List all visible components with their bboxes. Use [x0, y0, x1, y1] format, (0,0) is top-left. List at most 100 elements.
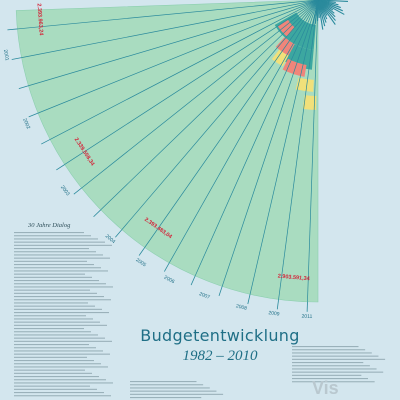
bottom-text-line — [130, 390, 217, 392]
budget-spoke — [100, 0, 319, 211]
chart-subtitle: 1982 – 2010 — [182, 348, 258, 364]
budget-spoke — [194, 0, 319, 277]
year-label: 2001 — [2, 49, 10, 61]
intro-text-line — [14, 376, 99, 378]
band-yellow-3 — [302, 95, 317, 110]
intro-text-line — [14, 344, 89, 346]
intro-text-line — [14, 257, 110, 259]
budget-spoke — [278, 0, 319, 300]
spoke-tick — [190, 275, 196, 286]
intro-text-line — [14, 254, 103, 256]
right-text-line — [292, 362, 364, 364]
right-text-line — [292, 371, 384, 373]
year-label: 2008 — [235, 303, 247, 312]
spoke-tick — [164, 262, 170, 272]
watermark: Vis — [312, 378, 339, 398]
intro-text-line — [14, 356, 87, 358]
band-red-3 — [282, 58, 307, 77]
intro-text-line — [14, 360, 94, 362]
intro-text-line — [14, 392, 104, 394]
intro-text-line — [14, 318, 93, 320]
intro-text-line — [14, 260, 87, 262]
intro-text-line — [14, 331, 91, 333]
spoke-tick — [138, 247, 146, 256]
budget-spoke — [221, 0, 319, 287]
intro-text-line — [14, 308, 102, 310]
bottom-text-line — [130, 397, 202, 399]
year-label: 2011 — [301, 314, 312, 320]
spoke-tick — [11, 57, 22, 60]
intro-text-line — [14, 395, 111, 397]
intro-text-line — [14, 248, 89, 250]
intro-text-line — [14, 251, 96, 253]
budget-spoke — [249, 0, 319, 295]
spoke-tick — [56, 164, 65, 171]
band-yellow-1 — [271, 49, 289, 67]
intro-text-line — [14, 388, 97, 390]
intro-text-line — [14, 321, 100, 323]
budget-spoke — [21, 0, 319, 58]
intro-text-line — [14, 276, 92, 278]
intro-text-line — [14, 244, 112, 246]
budget-spoke — [28, 0, 319, 87]
spoke-tick — [115, 229, 123, 238]
intro-text-line — [14, 350, 103, 352]
intro-text-line — [14, 385, 90, 387]
intro-text-line — [14, 366, 108, 368]
intro-text-line — [14, 379, 106, 381]
bottom-text-line — [130, 384, 204, 386]
intro-text-line — [14, 264, 94, 266]
intro-text-line — [14, 372, 92, 374]
bottom-text-line — [130, 381, 197, 383]
budget-spoke — [307, 0, 319, 302]
right-text-line — [292, 355, 379, 357]
intro-text-line — [14, 315, 86, 317]
spoke-tick — [28, 112, 39, 118]
spoke-tick — [41, 139, 51, 145]
intro-text-line — [14, 312, 109, 314]
right-text-line — [292, 349, 366, 351]
year-label: 2005 — [134, 257, 147, 268]
budget-spoke — [144, 0, 319, 248]
year-label: 2002 — [21, 118, 31, 131]
intro-text-line — [14, 299, 111, 301]
band-yellow-2 — [295, 77, 314, 92]
right-text-line — [292, 374, 362, 376]
intro-text-line — [14, 347, 96, 349]
intro-text-line — [14, 241, 105, 243]
side-heading: 30 Jahre Dialog — [28, 222, 71, 229]
year-label: 2006 — [163, 275, 176, 286]
intro-text-line — [14, 305, 95, 307]
spoke-tick — [93, 209, 102, 218]
budget-area — [15, 0, 319, 303]
amount-label: 2.393.963,24 — [36, 3, 44, 36]
intro-text-line — [14, 286, 113, 288]
intro-text-line — [14, 328, 84, 330]
intro-text-line — [14, 238, 98, 240]
intro-text-line — [14, 283, 106, 285]
spoke-tick — [218, 286, 223, 297]
budget-spoke — [64, 0, 319, 165]
intro-text-line — [14, 353, 110, 355]
bottom-text-line — [130, 393, 224, 395]
intro-text-line — [14, 289, 90, 291]
intro-text-line — [14, 232, 84, 234]
spoke-tick — [18, 85, 29, 89]
budget-spoke — [49, 0, 319, 140]
intro-text-line — [14, 382, 113, 384]
chart-title: Budgetentwicklung — [140, 326, 300, 345]
intro-text-line — [14, 267, 101, 269]
intro-text-line — [14, 334, 98, 336]
intro-text-line — [14, 235, 91, 237]
amount-label: 2.903.591,34 — [277, 274, 310, 283]
right-text-line — [292, 358, 386, 360]
budget-spoke — [17, 0, 319, 30]
spoke-tick — [276, 299, 279, 310]
intro-text-line — [14, 337, 105, 339]
intro-text-line — [14, 270, 108, 272]
intro-text-line — [14, 340, 112, 342]
intro-text-line — [14, 324, 107, 326]
year-label: 2003 — [59, 185, 71, 198]
budget-spoke — [81, 0, 319, 189]
